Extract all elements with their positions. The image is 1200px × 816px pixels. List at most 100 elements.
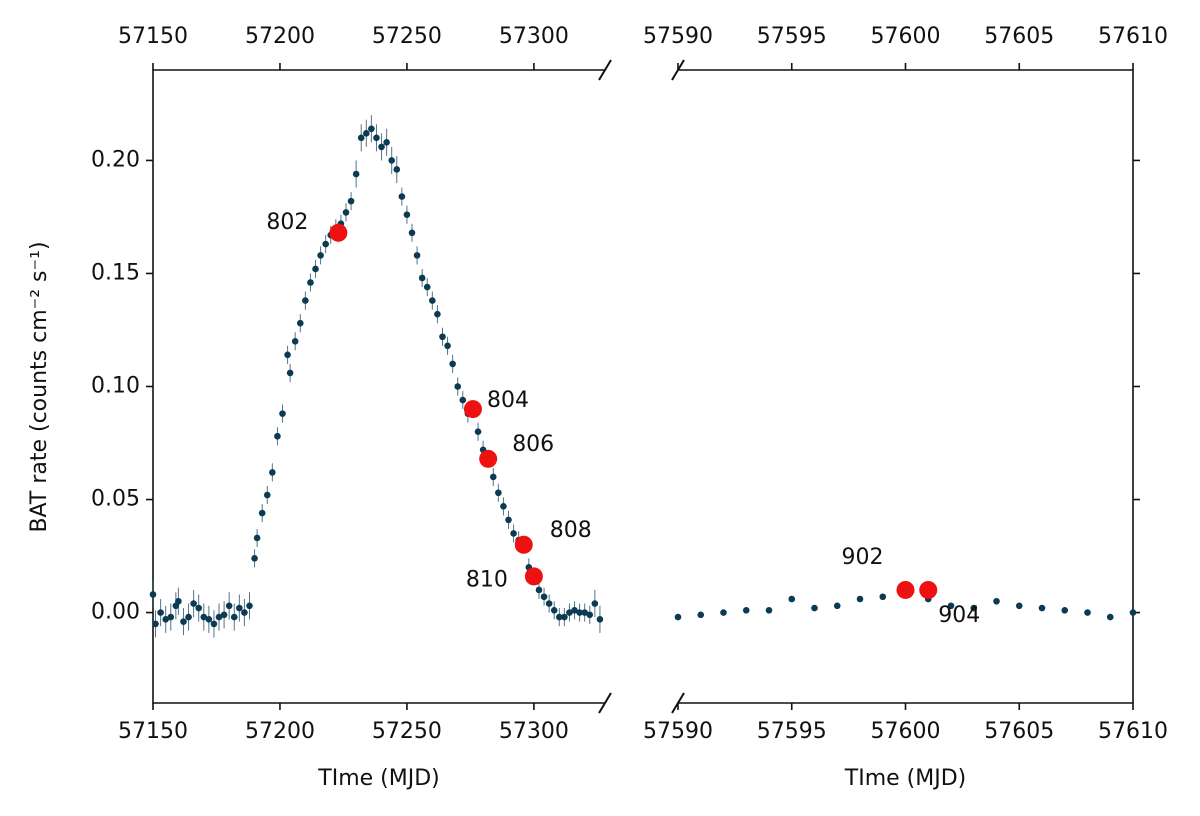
data-point	[149, 591, 157, 598]
point-label: 808	[550, 518, 592, 543]
data-point	[378, 143, 385, 151]
data-point	[674, 613, 682, 621]
data-point	[383, 139, 390, 146]
x-tick-label-top: 57150	[118, 24, 188, 49]
data-point	[363, 130, 370, 137]
data-point	[788, 595, 796, 603]
x-tick-label: 57610	[1098, 719, 1168, 744]
data-point	[596, 616, 604, 623]
x-tick-label: 57600	[871, 719, 941, 744]
data-point	[205, 616, 213, 623]
y-axis-label: BAT rate (counts cm⁻² s⁻¹)	[27, 241, 52, 532]
x-tick-label-top: 57250	[372, 24, 442, 49]
data-point	[500, 503, 507, 510]
data-point	[251, 555, 258, 562]
data-point	[459, 396, 467, 404]
x-tick-label: 57300	[499, 719, 569, 744]
point-label: 902	[842, 545, 884, 570]
data-point	[1015, 602, 1023, 610]
data-point	[489, 473, 497, 481]
point-label: 806	[512, 432, 554, 457]
data-point	[210, 620, 218, 628]
data-point	[291, 337, 299, 345]
data-point	[581, 609, 588, 616]
data-point	[269, 469, 276, 476]
data-point	[200, 613, 208, 621]
highlight-point	[479, 449, 498, 468]
x-tick-label-top: 57590	[643, 24, 713, 49]
y-tick-label: 0.05	[91, 487, 140, 512]
data-point	[408, 229, 416, 237]
data-point	[167, 613, 175, 621]
data-point	[246, 602, 253, 610]
y-tick-label: 0.20	[91, 147, 140, 172]
data-point	[555, 613, 563, 621]
data-point	[1084, 609, 1091, 616]
x-axis-label: TIme (MJD)	[317, 766, 439, 791]
data-point	[576, 609, 583, 616]
x-tick-label: 57590	[643, 719, 713, 744]
data-point	[545, 600, 553, 607]
data-point	[720, 609, 727, 616]
data-point	[454, 383, 462, 390]
data-point	[195, 604, 203, 612]
data-point	[279, 410, 286, 417]
highlight-point	[329, 223, 348, 242]
data-point	[495, 489, 502, 497]
highlight-point	[919, 580, 938, 599]
data-point	[449, 360, 456, 368]
data-point	[474, 428, 482, 436]
data-point	[429, 297, 436, 304]
y-tick-label: 0.00	[91, 600, 140, 625]
data-point	[357, 134, 365, 142]
data-point	[856, 595, 864, 603]
data-point	[215, 613, 223, 621]
data-point	[220, 611, 228, 619]
data-point	[225, 602, 233, 610]
x-tick-label-top: 57600	[871, 24, 941, 49]
data-point	[284, 351, 291, 359]
highlight-point	[463, 400, 482, 419]
data-point	[510, 530, 517, 537]
data-point	[571, 607, 578, 614]
data-point	[286, 369, 294, 377]
axis-break	[598, 59, 685, 714]
data-point	[373, 134, 380, 142]
data-point	[811, 604, 818, 612]
point-label: 904	[938, 603, 980, 628]
data-point	[423, 283, 431, 291]
data-point	[403, 211, 411, 218]
data-point	[398, 193, 406, 200]
data-point	[535, 586, 543, 594]
data-point	[253, 534, 261, 542]
x-tick-label: 57605	[984, 719, 1054, 744]
data-point	[388, 157, 395, 164]
axis-frame	[152, 69, 605, 704]
data-point	[970, 604, 978, 612]
highlight-point	[524, 567, 543, 586]
data-point	[258, 509, 266, 517]
data-point	[180, 618, 187, 625]
data-point	[312, 265, 319, 273]
data-point	[413, 252, 421, 259]
data-point	[236, 604, 243, 612]
data-point	[586, 611, 594, 619]
data-point	[185, 613, 192, 621]
y-tick-label: 0.15	[91, 260, 140, 285]
data-point	[368, 125, 375, 133]
data-point	[742, 607, 750, 614]
point-label: 804	[487, 388, 529, 413]
data-point	[347, 197, 355, 205]
x-tick-label-top: 57610	[1098, 24, 1168, 49]
data-point	[566, 609, 573, 616]
x-tick-label-top: 57595	[757, 24, 827, 49]
data-point	[162, 616, 169, 623]
data-point	[322, 240, 329, 248]
data-point	[879, 593, 887, 601]
highlight-point	[896, 580, 915, 599]
data-point	[1061, 607, 1069, 614]
data-point	[947, 602, 955, 610]
data-point	[697, 611, 705, 619]
y-tick-label: 0.10	[91, 374, 140, 399]
